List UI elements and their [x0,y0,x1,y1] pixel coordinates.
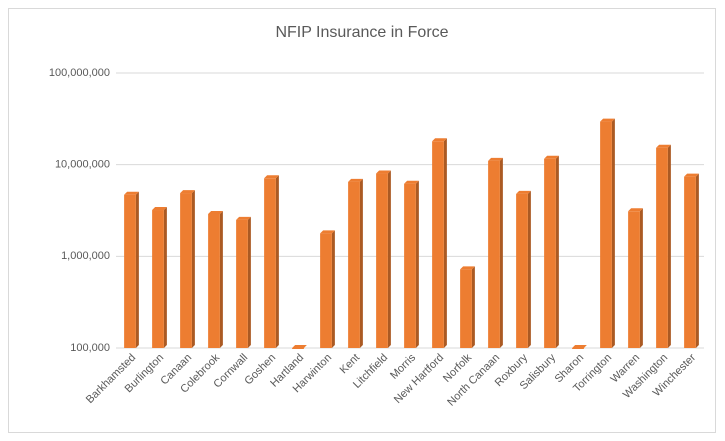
bar-side [639,208,643,348]
bar-side [667,144,671,348]
bar-side [331,230,335,348]
bar-side [387,170,391,348]
bar [320,233,332,348]
bar-side [471,266,475,348]
bar-top [264,175,279,179]
bar-top [124,191,139,195]
chart-title: NFIP Insurance in Force [275,24,448,41]
y-tick-label: 10,000,000 [55,159,110,171]
bar-side [443,138,447,348]
bar-top [600,118,615,122]
bar-top [488,157,503,161]
bar-top [236,216,251,220]
bar-top [152,207,167,211]
bar-top [516,190,531,194]
bar [376,173,388,348]
y-tick-label: 100,000,000 [49,67,110,79]
bar-top [656,144,671,148]
bar-side [191,190,195,348]
bar-side [611,118,615,349]
bar-top [460,266,475,270]
bar-top [544,155,559,159]
bar-side [695,173,699,348]
bar-side [499,157,503,348]
bar [404,183,416,348]
bar [656,147,668,348]
bar [208,213,220,348]
bar [292,348,304,349]
bar-side [247,216,251,348]
bar [544,158,556,348]
bar [488,160,500,348]
bar-side [415,180,419,348]
bar-top [180,190,195,194]
bar [236,219,248,348]
bar-side [135,191,139,348]
y-tick-label: 100,000 [70,342,110,354]
bar [572,348,584,349]
bar-top [292,345,307,348]
bar-top [432,138,447,142]
bar-top [628,208,643,212]
bar [348,181,360,348]
bar [600,121,612,349]
bar [432,141,444,348]
bar [460,269,472,348]
bar [264,178,276,348]
bar [152,210,164,348]
bar [180,193,192,348]
bar [124,194,136,348]
bar-side [163,207,167,348]
bar-side [555,155,559,348]
bar [684,176,696,348]
bar-side [359,178,363,348]
bar-side [527,190,531,348]
bar [628,211,640,348]
bar-top [572,345,587,348]
bar-top [684,173,699,177]
bar-side [275,175,279,348]
bar-top [404,180,419,184]
bar-side [219,210,223,348]
bar [516,193,528,348]
y-tick-label: 1,000,000 [61,250,110,262]
bar-top [208,210,223,214]
bar-top [348,178,363,182]
bar-top [376,170,391,174]
bar-top [320,230,335,234]
